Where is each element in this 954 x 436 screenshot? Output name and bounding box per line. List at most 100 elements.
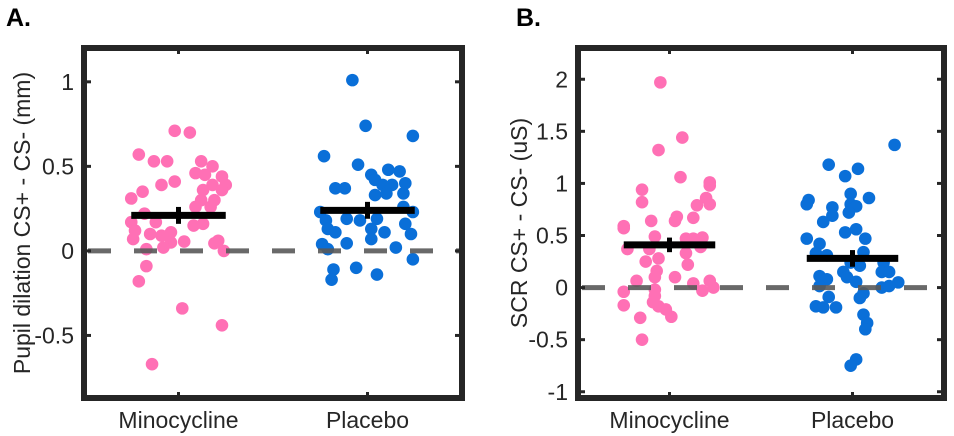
data-point-minocycline: [149, 215, 163, 229]
data-point-minocycline: [168, 175, 182, 188]
data-point-minocycline: [132, 148, 146, 161]
data-point-minocycline: [136, 185, 149, 199]
data-point-minocycline: [198, 168, 212, 182]
data-point-minocycline: [206, 160, 219, 173]
data-point-placebo: [838, 169, 852, 183]
data-point-minocycline: [696, 284, 709, 298]
panel-a-ylabel: Pupil dilation CS+ - CS- (mm): [9, 72, 35, 374]
data-point-minocycline: [160, 154, 174, 168]
data-point-minocycline: [635, 183, 649, 196]
data-point-minocycline: [189, 166, 202, 180]
data-point-minocycline: [155, 229, 168, 242]
y-tick-label: -0.5: [34, 322, 74, 348]
data-point-placebo: [406, 129, 420, 143]
axes-frame: [575, 45, 947, 401]
data-point-minocycline: [196, 217, 210, 231]
data-point-placebo: [800, 197, 814, 211]
data-point-minocycline: [617, 285, 631, 299]
data-point-placebo: [338, 182, 352, 195]
data-point-placebo: [888, 138, 901, 152]
data-point-minocycline: [177, 235, 191, 248]
data-point-minocycline: [648, 230, 662, 243]
data-point-placebo: [406, 253, 420, 266]
data-point-minocycline: [211, 234, 225, 248]
data-point-minocycline: [132, 275, 146, 288]
data-point-placebo: [353, 214, 367, 227]
data-point-minocycline: [168, 124, 182, 138]
y-tick-label: 0: [555, 275, 568, 301]
data-point-placebo: [389, 241, 403, 254]
y-tick-label: -1: [548, 379, 568, 405]
data-point-minocycline: [617, 221, 631, 235]
data-point-minocycline: [126, 232, 140, 246]
data-point-minocycline: [654, 76, 667, 89]
data-point-placebo: [826, 209, 839, 223]
data-point-minocycline: [189, 200, 202, 214]
data-point-minocycline: [681, 258, 695, 271]
data-point-placebo: [822, 290, 836, 304]
data-point-minocycline: [215, 318, 229, 332]
y-tick-label: 1.5: [536, 118, 568, 144]
data-point-minocycline: [633, 311, 647, 325]
data-point-placebo: [859, 232, 872, 245]
data-point-minocycline: [164, 225, 178, 239]
data-point-minocycline: [696, 231, 709, 244]
data-point-minocycline: [145, 357, 159, 371]
panel-b-label: B.: [516, 4, 541, 32]
plot-area: [84, 48, 462, 398]
data-point-minocycline: [215, 183, 229, 197]
data-point-minocycline: [703, 197, 717, 211]
data-point-placebo: [380, 187, 393, 200]
data-point-placebo: [844, 359, 857, 373]
data-point-placebo: [351, 158, 365, 171]
data-point-placebo: [853, 259, 867, 273]
data-point-minocycline: [668, 270, 682, 284]
data-point-minocycline: [652, 143, 665, 157]
panel-b-ylabel: SCR CS+ - CS- (uS): [506, 118, 532, 328]
data-point-placebo: [359, 119, 372, 133]
data-point-minocycline: [690, 198, 704, 212]
data-point-placebo: [370, 212, 384, 226]
x-tick-label: Minocycline: [609, 407, 729, 433]
axes-frame: [81, 45, 465, 401]
data-point-minocycline: [665, 310, 678, 324]
data-point-placebo: [816, 301, 830, 314]
y-tick-label: 0.5: [42, 153, 74, 179]
data-point-minocycline: [157, 241, 170, 254]
data-point-placebo: [397, 187, 410, 200]
y-tick-label: 2: [555, 66, 568, 92]
data-point-minocycline: [206, 178, 219, 192]
y-tick-label: 0: [61, 238, 74, 264]
data-point-placebo: [844, 187, 857, 201]
panel-a: A. Pupil dilation CS+ - CS- (mm) -0.5 0 0.…: [6, 4, 465, 433]
data-point-minocycline: [617, 298, 631, 312]
x-tick-label: Placebo: [811, 407, 894, 433]
data-point-minocycline: [686, 211, 700, 225]
data-point-placebo: [800, 232, 814, 245]
data-point-placebo: [378, 225, 391, 239]
data-point-placebo: [399, 176, 412, 190]
data-point-minocycline: [147, 154, 161, 168]
data-point-minocycline: [648, 270, 662, 284]
data-point-minocycline: [635, 195, 649, 209]
data-point-placebo: [393, 165, 406, 178]
data-point-placebo: [340, 212, 354, 226]
data-point-placebo: [364, 222, 378, 236]
data-point-minocycline: [140, 259, 153, 273]
y-tick-label: 1: [61, 69, 74, 95]
data-point-minocycline: [630, 274, 643, 288]
data-point-placebo: [842, 206, 856, 219]
data-point-placebo: [853, 291, 867, 305]
data-point-minocycline: [155, 178, 168, 192]
data-point-placebo: [859, 322, 872, 336]
data-point-placebo: [346, 73, 359, 87]
data-point-minocycline: [217, 244, 231, 258]
data-point-placebo: [329, 225, 342, 239]
data-point-placebo: [329, 182, 342, 195]
data-point-placebo: [340, 236, 354, 250]
data-point-minocycline: [204, 200, 217, 214]
data-point-placebo: [317, 149, 331, 163]
data-point-placebo: [838, 226, 852, 239]
data-point-placebo: [349, 261, 363, 275]
y-tick-label: 0.5: [536, 223, 568, 249]
